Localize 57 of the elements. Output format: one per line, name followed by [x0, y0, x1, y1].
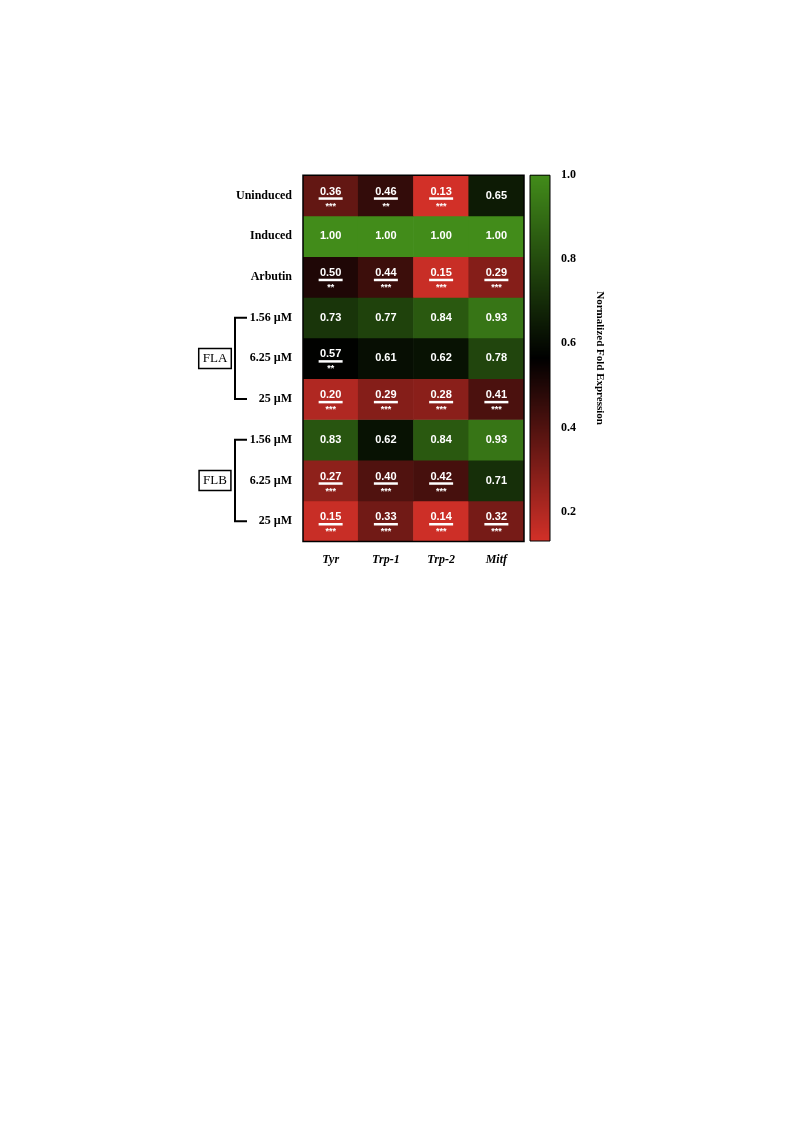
y-tick-label: Uninduced: [235, 187, 293, 202]
data-label: 0.44 ***: [375, 265, 398, 292]
color-bar-label: 0.4: [561, 419, 576, 434]
y-tick-label: 1.56 µM: [249, 309, 292, 324]
color-bar-label: 0.2: [561, 503, 576, 518]
data-label: 0.62: [430, 351, 452, 364]
y-tick-label: 25 µM: [258, 391, 292, 406]
data-label: 0.84: [430, 432, 453, 445]
data-label: 0.77: [375, 310, 397, 323]
data-label: 1.00: [375, 229, 397, 242]
data-label: 0.57 **: [319, 347, 342, 374]
data-label: 0.73: [319, 310, 342, 323]
data-label: 0.28 ***: [430, 388, 452, 415]
data-label: 0.83: [319, 432, 342, 445]
x-tick-label: Mitf: [484, 551, 509, 566]
data-label: 0.13 ***: [430, 184, 452, 211]
data-label: 0.33 ***: [375, 510, 397, 537]
data-label: 0.50 **: [319, 265, 342, 292]
data-label: 0.78: [485, 351, 508, 364]
x-tick-label: Trp-2: [427, 551, 455, 566]
y-tick-label: 25 µM: [258, 513, 292, 528]
y-tick-label: 6.25 µM: [249, 472, 292, 487]
data-label: 0.40 ***: [375, 469, 397, 496]
data-label: 0.15 ***: [430, 265, 452, 292]
color-bar-label: 1.0: [561, 167, 576, 182]
data-label: 0.93: [485, 310, 508, 323]
y-tick-label: 1.56 µM: [249, 431, 292, 446]
data-label: 1.00: [430, 229, 452, 242]
color-bar-label: 0.6: [561, 335, 576, 350]
data-label: 1.00: [485, 229, 508, 242]
data-label: 0.32 ***: [485, 510, 508, 537]
data-label: 0.14 ***: [430, 510, 453, 537]
data-label: 0.61: [375, 351, 397, 364]
data-label: 0.29 ***: [485, 265, 508, 292]
color-bar-label: 0.8: [561, 251, 576, 266]
data-label: 0.65: [485, 188, 508, 201]
data-label: 0.93: [485, 432, 508, 445]
x-tick-label: Tyr: [322, 551, 340, 566]
data-label: 0.27 ***: [319, 469, 342, 496]
x-tick-label: Trp-1: [372, 551, 400, 566]
color-bar-title: Normalized Fold Expression: [594, 291, 607, 425]
data-label: 0.15 ***: [319, 510, 342, 537]
data-label: 0.29 ***: [375, 388, 397, 415]
data-label: 0.84: [430, 310, 453, 323]
data-label: 0.42 ***: [430, 469, 452, 496]
data-label: 0.46 **: [375, 184, 397, 211]
y-tick-label: Induced: [249, 228, 293, 243]
data-label: 0.41 ***: [485, 388, 508, 415]
data-label: 0.36 ***: [319, 184, 342, 211]
text: FLA: [202, 349, 228, 365]
y-tick-label: 6.25 µM: [249, 350, 292, 365]
data-label: 0.71: [485, 473, 508, 486]
data-label: 0.20 ***: [319, 388, 342, 415]
y-tick-label: Arbutin: [250, 269, 293, 284]
data-label: 1.00: [319, 229, 342, 242]
data-label: 0.62: [375, 432, 397, 445]
text: FLB: [203, 471, 228, 487]
